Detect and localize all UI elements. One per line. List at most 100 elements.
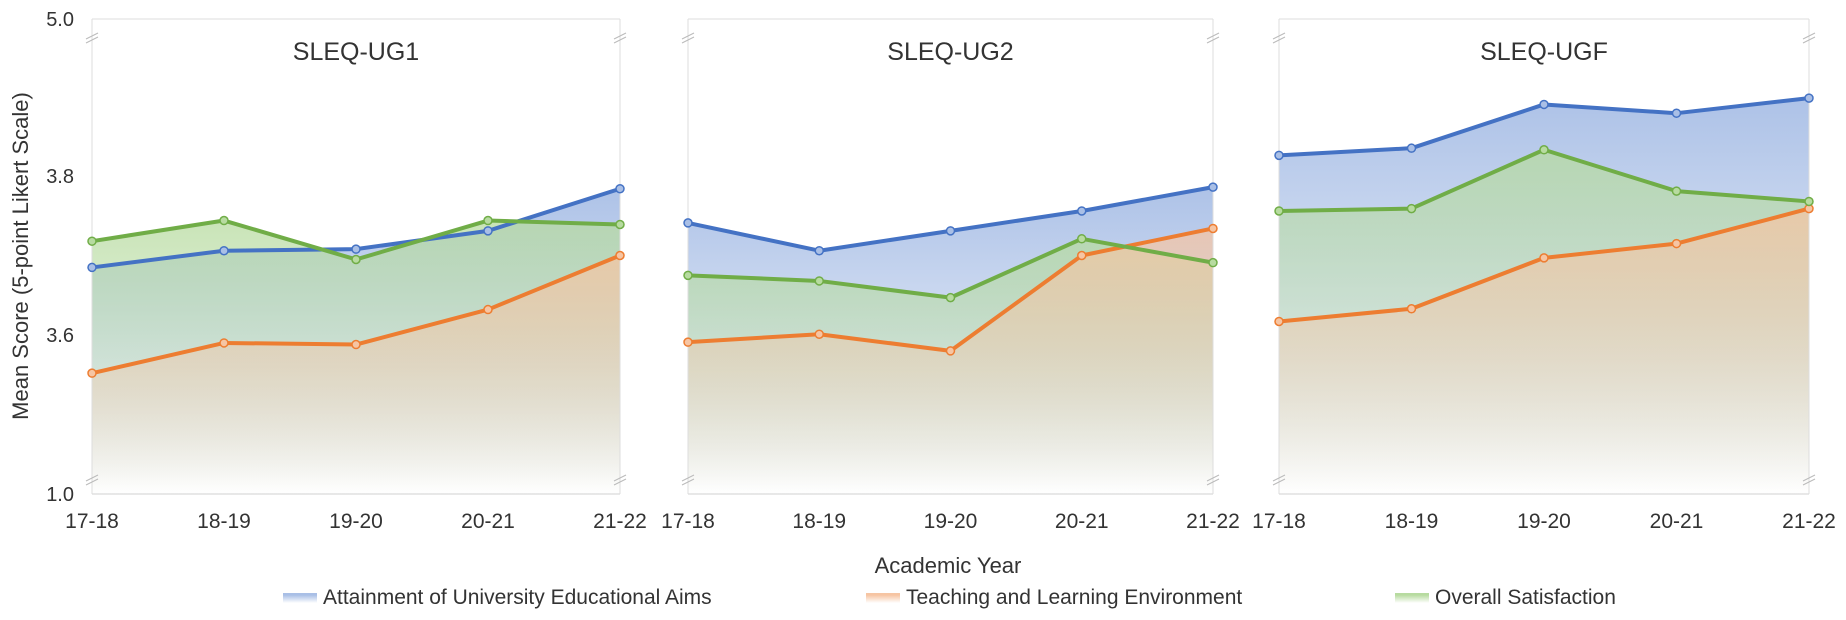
data-point: [615, 183, 625, 194]
data-point: [351, 339, 361, 350]
area-teaching-and-learning-environment: [1279, 208, 1809, 494]
legend-item: Teaching and Learning Environment: [866, 586, 1242, 610]
data-point: [615, 250, 625, 261]
axis-break-mark-bottom: [1802, 478, 1816, 486]
x-tick-label: 18-19: [792, 510, 846, 533]
data-point: [483, 215, 493, 226]
data-point: [1539, 253, 1549, 263]
data-point: [483, 226, 493, 236]
axis-break-mark-top: [1206, 36, 1220, 44]
data-point: [1077, 234, 1087, 244]
data-point: [615, 219, 625, 230]
x-tick-label: 21-22: [593, 510, 647, 533]
axis-break-mark-bottom: [1802, 474, 1816, 482]
panel-title: SLEQ-UG1: [293, 38, 419, 66]
axis-break-mark-bottom: [681, 474, 695, 482]
x-tick-label: 17-18: [65, 510, 119, 533]
legend-swatch: [866, 593, 900, 603]
axis-break-mark-top: [681, 36, 695, 44]
x-tick-label: 17-18: [661, 510, 715, 533]
axis-break-mark-top: [1272, 36, 1286, 44]
chart-svg: 5.0 3.8 3.6 1.0 Mean Score (5-point Likert S…: [8, 9, 1836, 578]
data-point: [1406, 203, 1417, 214]
legend-label: Teaching and Learning Environment: [906, 586, 1243, 609]
x-tick-label: 17-18: [1252, 510, 1306, 533]
data-point: [1274, 206, 1284, 216]
x-axis-title: Academic Year: [875, 553, 1022, 578]
data-point: [1804, 196, 1814, 207]
x-tick-label: 21-22: [1782, 510, 1836, 533]
data-point: [814, 245, 824, 256]
data-point: [1077, 206, 1087, 216]
data-point: [945, 292, 956, 303]
axis-break-mark-bottom: [85, 474, 99, 482]
data-point: [1274, 316, 1284, 327]
y-tick-label: 3.8: [46, 166, 74, 188]
data-point: [1539, 145, 1549, 155]
axis-break-mark-bottom: [1206, 474, 1220, 482]
y-tick-label: 1.0: [46, 484, 74, 506]
area-teaching-and-learning-environment: [92, 255, 620, 494]
axis-break-mark-bottom: [1206, 478, 1220, 486]
data-point: [87, 262, 97, 273]
x-tick-label: 19-20: [924, 510, 978, 533]
y-tick-label: 3.6: [46, 325, 74, 347]
data-point: [87, 368, 97, 378]
data-point: [483, 304, 493, 315]
axis-break-mark-top: [1206, 32, 1220, 40]
axis-break-mark-bottom: [681, 478, 695, 486]
data-point: [945, 226, 956, 236]
data-point: [1804, 93, 1814, 103]
data-point: [1671, 238, 1682, 249]
x-tick-label: 20-21: [1055, 510, 1109, 533]
data-point: [1539, 99, 1549, 110]
legend-item: Attainment of University Educational Aim…: [283, 586, 712, 610]
data-point: [1671, 186, 1682, 196]
x-tick-label: 20-21: [1650, 510, 1704, 533]
x-tick-label: 18-19: [197, 510, 251, 533]
axis-break-mark-bottom: [1272, 478, 1286, 486]
axis-break-mark-top: [1802, 36, 1816, 44]
x-tick-label: 19-20: [329, 510, 383, 533]
legend: Attainment of University Educational Aim…: [0, 586, 1846, 616]
data-point: [219, 245, 229, 256]
panel-title: SLEQ-UG2: [887, 38, 1013, 66]
axis-break-mark-bottom: [613, 478, 627, 486]
data-point: [351, 254, 361, 265]
data-point: [87, 236, 97, 246]
data-point: [683, 337, 693, 347]
data-point: [814, 276, 824, 286]
legend-swatch: [283, 593, 317, 603]
data-point: [219, 338, 229, 348]
axis-break-mark-top: [1802, 32, 1816, 40]
data-point: [1274, 150, 1284, 161]
panel-2: 17-18 18-19 19-20 20-21 21-22 SLEQ-UG2: [661, 18, 1240, 533]
x-tick-label: 18-19: [1385, 510, 1439, 533]
axis-break-mark-bottom: [85, 478, 99, 486]
panel-3: 17-18 18-19 19-20 20-21 21-22 SLEQ-UGF: [1252, 18, 1836, 533]
axis-break-mark-bottom: [1272, 474, 1286, 482]
data-point: [683, 218, 693, 228]
axis-break-mark-top: [613, 32, 627, 40]
data-point: [683, 270, 693, 281]
legend-swatch: [1395, 593, 1429, 603]
data-point: [1077, 250, 1087, 261]
y-tick-label: 5.0: [46, 9, 74, 31]
data-point: [1406, 143, 1417, 153]
y-axis-title: Mean Score (5-point Likert Scale): [8, 92, 33, 420]
axis-break-mark-top: [85, 32, 99, 40]
data-point: [1208, 182, 1218, 192]
x-tick-label: 21-22: [1186, 510, 1240, 533]
legend-label: Overall Satisfaction: [1435, 586, 1616, 609]
x-tick-label: 19-20: [1517, 510, 1571, 533]
data-point: [1671, 108, 1682, 118]
data-point: [1208, 223, 1218, 234]
area-teaching-and-learning-environment: [688, 228, 1213, 494]
axis-break-mark-top: [613, 36, 627, 44]
axis-break-mark-top: [681, 32, 695, 40]
axis-break-mark-top: [1272, 32, 1286, 40]
x-tick-label: 20-21: [461, 510, 515, 533]
axis-break-mark-top: [85, 36, 99, 44]
data-point: [1406, 304, 1417, 314]
